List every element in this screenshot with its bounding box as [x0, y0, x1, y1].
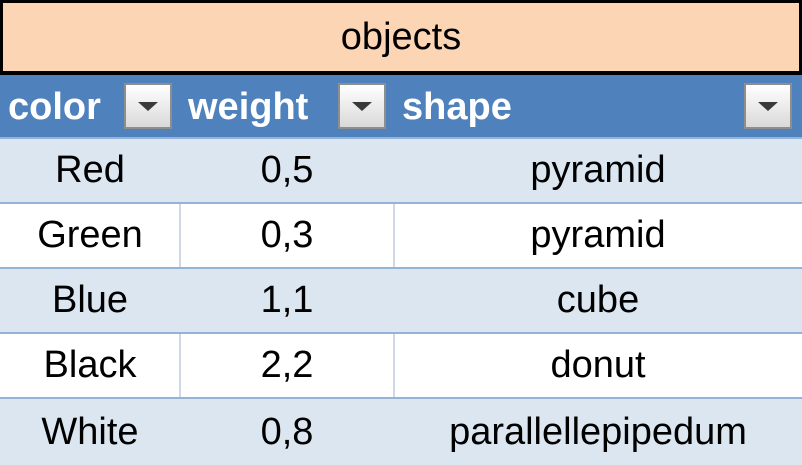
cell-weight[interactable]: 0,5	[260, 149, 314, 191]
cell-color[interactable]: Green	[37, 214, 143, 256]
cell-weight[interactable]: 0,3	[260, 214, 314, 256]
dropdown-arrow-icon	[352, 101, 372, 111]
table-row: White 0,8 parallellepipedum	[0, 399, 802, 465]
cell-gridline	[393, 204, 395, 267]
table-row: Blue 1,1 cube	[0, 269, 802, 332]
table-title-text: objects	[340, 15, 462, 58]
row-divider	[0, 137, 802, 139]
filter-weight-button[interactable]	[338, 83, 386, 129]
row-divider	[0, 397, 802, 399]
dropdown-arrow-icon	[758, 101, 778, 111]
cell-color[interactable]: Red	[55, 149, 125, 191]
cell-weight[interactable]: 2,2	[260, 344, 314, 386]
table-row: Green 0,3 pyramid	[0, 204, 802, 267]
cell-weight[interactable]: 0,8	[260, 410, 314, 453]
header-shape[interactable]: shape	[394, 75, 802, 139]
cell-gridline	[393, 334, 395, 397]
filter-shape-button[interactable]	[744, 83, 792, 129]
cell-shape[interactable]: donut	[550, 344, 646, 386]
row-divider	[0, 202, 802, 204]
header-color-label: color	[8, 86, 101, 128]
cell-gridline	[179, 334, 181, 397]
cell-color[interactable]: Blue	[51, 279, 129, 321]
cell-weight[interactable]: 1,1	[260, 279, 314, 321]
header-shape-label: shape	[402, 86, 512, 128]
header-weight[interactable]: weight	[180, 75, 394, 139]
cell-shape[interactable]: parallellepipedum	[449, 410, 747, 453]
cell-color[interactable]: Black	[43, 344, 137, 386]
table-title[interactable]: objects	[0, 0, 802, 75]
cell-shape[interactable]: cube	[556, 279, 640, 321]
cell-shape[interactable]: pyramid	[530, 214, 666, 256]
cell-gridline	[179, 204, 181, 267]
filter-color-button[interactable]	[124, 83, 172, 129]
row-divider	[0, 332, 802, 334]
table-row: Black 2,2 donut	[0, 334, 802, 397]
header-row: color weight shape	[0, 75, 802, 139]
cell-shape[interactable]: pyramid	[530, 149, 666, 191]
dropdown-arrow-icon	[138, 101, 158, 111]
row-divider	[0, 267, 802, 269]
cell-color[interactable]: White	[41, 410, 139, 453]
header-weight-label: weight	[188, 86, 309, 128]
table-row: Red 0,5 pyramid	[0, 139, 802, 202]
header-color[interactable]: color	[0, 75, 180, 139]
